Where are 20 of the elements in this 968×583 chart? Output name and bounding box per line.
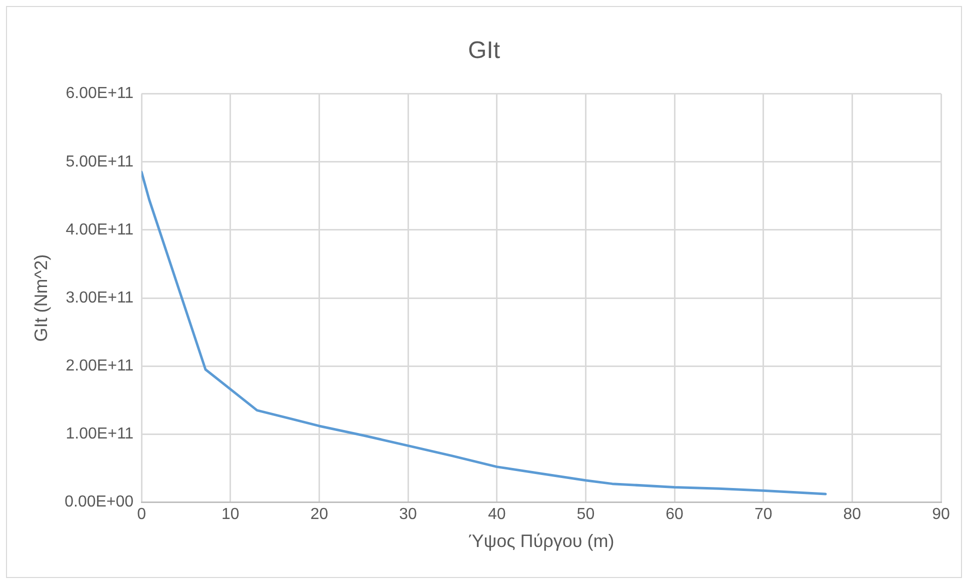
x-tick-label: 40 xyxy=(488,506,506,524)
x-tick-label: 20 xyxy=(310,506,328,524)
x-tick-label: 30 xyxy=(399,506,418,524)
y-tick-label: 6.00E+11 xyxy=(66,85,134,102)
x-tick-label: 90 xyxy=(932,506,950,524)
y-tick-label: 3.00E+11 xyxy=(66,289,134,306)
y-tick-label: 0.00E+00 xyxy=(64,494,134,511)
x-tick-label: 0 xyxy=(137,506,146,524)
x-tick-label: 60 xyxy=(666,506,684,524)
y-axis-title: GIt (Nm^2) xyxy=(30,254,51,342)
x-tick-label: 80 xyxy=(843,506,862,524)
y-tick-label: 1.00E+11 xyxy=(66,426,134,443)
x-tick-label: 10 xyxy=(221,506,240,524)
y-tick-label: 4.00E+11 xyxy=(66,221,134,238)
x-axis-title: Ύψος Πύργου (m) xyxy=(468,531,614,552)
x-tick-label: 50 xyxy=(576,506,595,524)
y-tick-label: 5.00E+11 xyxy=(66,153,134,170)
y-tick-label: 2.00E+11 xyxy=(66,357,134,374)
x-tick-label: 70 xyxy=(754,506,772,524)
chart-title: GIt xyxy=(468,37,500,64)
